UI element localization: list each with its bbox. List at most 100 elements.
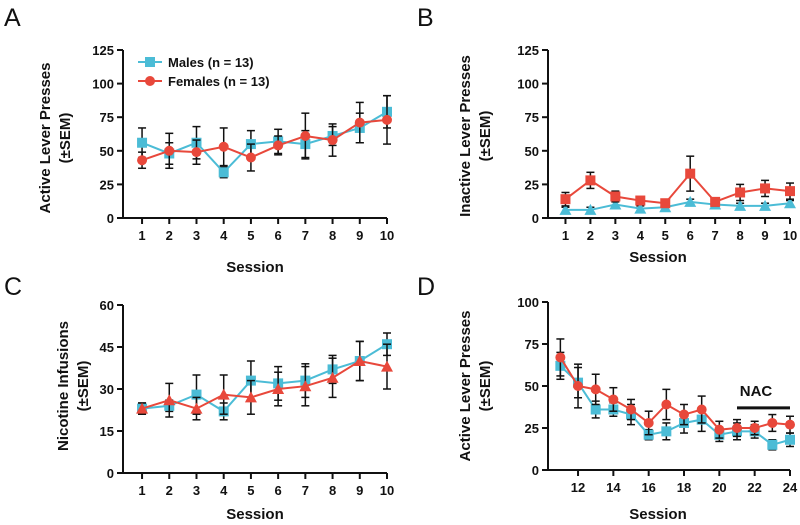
panel-c-females-point bbox=[136, 402, 149, 414]
panel-d-males-point bbox=[767, 439, 778, 450]
panel-c-y-tick-label: 45 bbox=[100, 340, 114, 355]
nac-label: NAC bbox=[740, 383, 773, 400]
panel-a-x-tick-label: 1 bbox=[138, 228, 145, 243]
panel-b-females-line bbox=[564, 172, 791, 205]
panel-c-females-point bbox=[381, 360, 393, 372]
panel-d-x-tick-label: 22 bbox=[747, 480, 761, 495]
panel-c-x-tick-label: 3 bbox=[193, 483, 200, 498]
panel-b-females-point bbox=[735, 187, 746, 198]
panel-d-females-point bbox=[573, 381, 584, 391]
panel-c-x-tick-label: 7 bbox=[302, 483, 309, 498]
panel-d-females-point bbox=[608, 394, 619, 405]
panel-c-females-point bbox=[190, 402, 203, 414]
panel-d-females-point bbox=[714, 424, 725, 435]
legend-females-marker bbox=[145, 76, 155, 86]
panel-b-x-tick-label: 7 bbox=[712, 228, 719, 243]
legend: Males (n = 13) Females (n = 13) bbox=[138, 55, 270, 89]
panel-c-females-point bbox=[272, 383, 285, 394]
panel-d-females-point bbox=[679, 409, 690, 420]
panel-d-females-point bbox=[661, 399, 672, 410]
panel-c-y-tick-label: 15 bbox=[100, 424, 114, 439]
panel-letter-c: C bbox=[4, 273, 22, 301]
panel-a-y-tick-label: 25 bbox=[100, 177, 114, 192]
panel-a-x-tick-label: 2 bbox=[166, 228, 173, 243]
panel-a-females-point bbox=[218, 141, 229, 152]
panel-b-males-line bbox=[565, 200, 791, 211]
panel-d-females-point bbox=[696, 404, 707, 415]
panel-d-females-point bbox=[767, 417, 778, 428]
panel-a-males-point bbox=[137, 137, 148, 148]
panel-c-xlabel: Session bbox=[226, 506, 284, 523]
panel-d-males-point bbox=[661, 426, 672, 437]
panel-d-females-point bbox=[590, 384, 601, 395]
panel-c-y-tick-label: 0 bbox=[107, 466, 114, 481]
panel-c-y-tick-label: 30 bbox=[100, 382, 114, 397]
panel-d-x-tick-label: 20 bbox=[712, 480, 726, 495]
panel-b-females-point bbox=[635, 195, 646, 206]
panel-b-females-point bbox=[785, 186, 795, 197]
panel-d-x-tick-label: 14 bbox=[606, 480, 621, 495]
panel-b-x-tick-label: 5 bbox=[662, 228, 669, 243]
panel-b-x-tick-label: 8 bbox=[736, 228, 743, 243]
panel-c-females-point bbox=[326, 371, 339, 383]
panel-b-females-point bbox=[710, 196, 721, 207]
panel-d-y-tick-label: 50 bbox=[525, 379, 539, 394]
panel-a-x-tick-label: 4 bbox=[220, 228, 228, 243]
panel-d-xlabel: Session bbox=[629, 506, 687, 523]
panel-b-females-point bbox=[610, 191, 621, 202]
panel-c-females-point bbox=[353, 355, 366, 366]
panel-d-ylabel-line2: (±SEM) bbox=[477, 361, 494, 412]
panel-b-males-point bbox=[784, 197, 796, 209]
panel-b-y-tick-label: 50 bbox=[525, 144, 539, 159]
panel-b-x-tick-label: 2 bbox=[587, 228, 594, 243]
panel-a-females-point bbox=[354, 117, 365, 128]
panel-c-males-point bbox=[191, 389, 202, 400]
panel-b-y-tick-label: 75 bbox=[525, 110, 539, 125]
panel-b-males-point bbox=[559, 203, 572, 215]
panel-c-females-line bbox=[141, 359, 388, 410]
panel-d-females-point bbox=[643, 417, 654, 428]
panel-b-ylabel-line1: Inactive Lever Presses bbox=[457, 55, 474, 217]
panel-c-males-line bbox=[141, 343, 388, 413]
panel-b-y-tick-label: 25 bbox=[525, 177, 539, 192]
panel-b: B Inactive Lever Presses (±SEM) Session … bbox=[417, 4, 797, 266]
panel-a-x-tick-label: 5 bbox=[247, 228, 254, 243]
panel-d-females-point bbox=[785, 419, 795, 430]
panel-b-males-point bbox=[609, 198, 622, 210]
panel-a-females-point bbox=[327, 135, 338, 146]
panel-b-males-point bbox=[634, 202, 647, 214]
panel-b-females-point bbox=[560, 194, 571, 205]
panel-a-xlabel: Session bbox=[226, 259, 284, 276]
panel-a-y-tick-label: 125 bbox=[92, 43, 114, 58]
panel-d-females-point bbox=[749, 423, 760, 433]
panel-b-females-point bbox=[585, 175, 596, 186]
panel-b-males-point bbox=[684, 195, 697, 207]
panel-a-females-point bbox=[164, 145, 175, 156]
panel-a-x-tick-label: 8 bbox=[329, 228, 336, 243]
panel-b-y-tick-label: 100 bbox=[517, 77, 539, 92]
panel-d-x-tick-label: 24 bbox=[783, 480, 798, 495]
panel-b-males-point bbox=[759, 199, 772, 211]
panel-b-x-tick-label: 6 bbox=[687, 228, 694, 243]
panel-a-x-tick-label: 6 bbox=[275, 228, 282, 243]
panel-a-females-point bbox=[191, 147, 202, 158]
panel-c-x-tick-label: 4 bbox=[220, 483, 228, 498]
panel-c-x-tick-label: 1 bbox=[138, 483, 145, 498]
panel-d-females-point bbox=[626, 404, 637, 415]
panel-d-y-tick-label: 100 bbox=[517, 295, 539, 310]
panel-a-females-point bbox=[300, 131, 311, 142]
panel-b-x-tick-label: 10 bbox=[783, 228, 797, 243]
panel-a-females-line bbox=[141, 118, 388, 162]
panel-letter-d: D bbox=[417, 273, 435, 301]
panel-c-females-point bbox=[217, 388, 230, 400]
legend-females-label: Females (n = 13) bbox=[168, 74, 270, 89]
panel-a: A Active Lever Presses (±SEM) Session Ma… bbox=[4, 4, 394, 276]
panel-d-y-tick-label: 75 bbox=[525, 337, 539, 352]
panel-b-y-tick-label: 125 bbox=[517, 43, 539, 58]
panel-b-females-point bbox=[660, 198, 671, 209]
panel-b-x-tick-label: 9 bbox=[761, 228, 768, 243]
panel-b-males-point bbox=[734, 199, 747, 211]
panel-c-x-tick-label: 10 bbox=[380, 483, 394, 498]
legend-males-marker bbox=[145, 57, 155, 67]
